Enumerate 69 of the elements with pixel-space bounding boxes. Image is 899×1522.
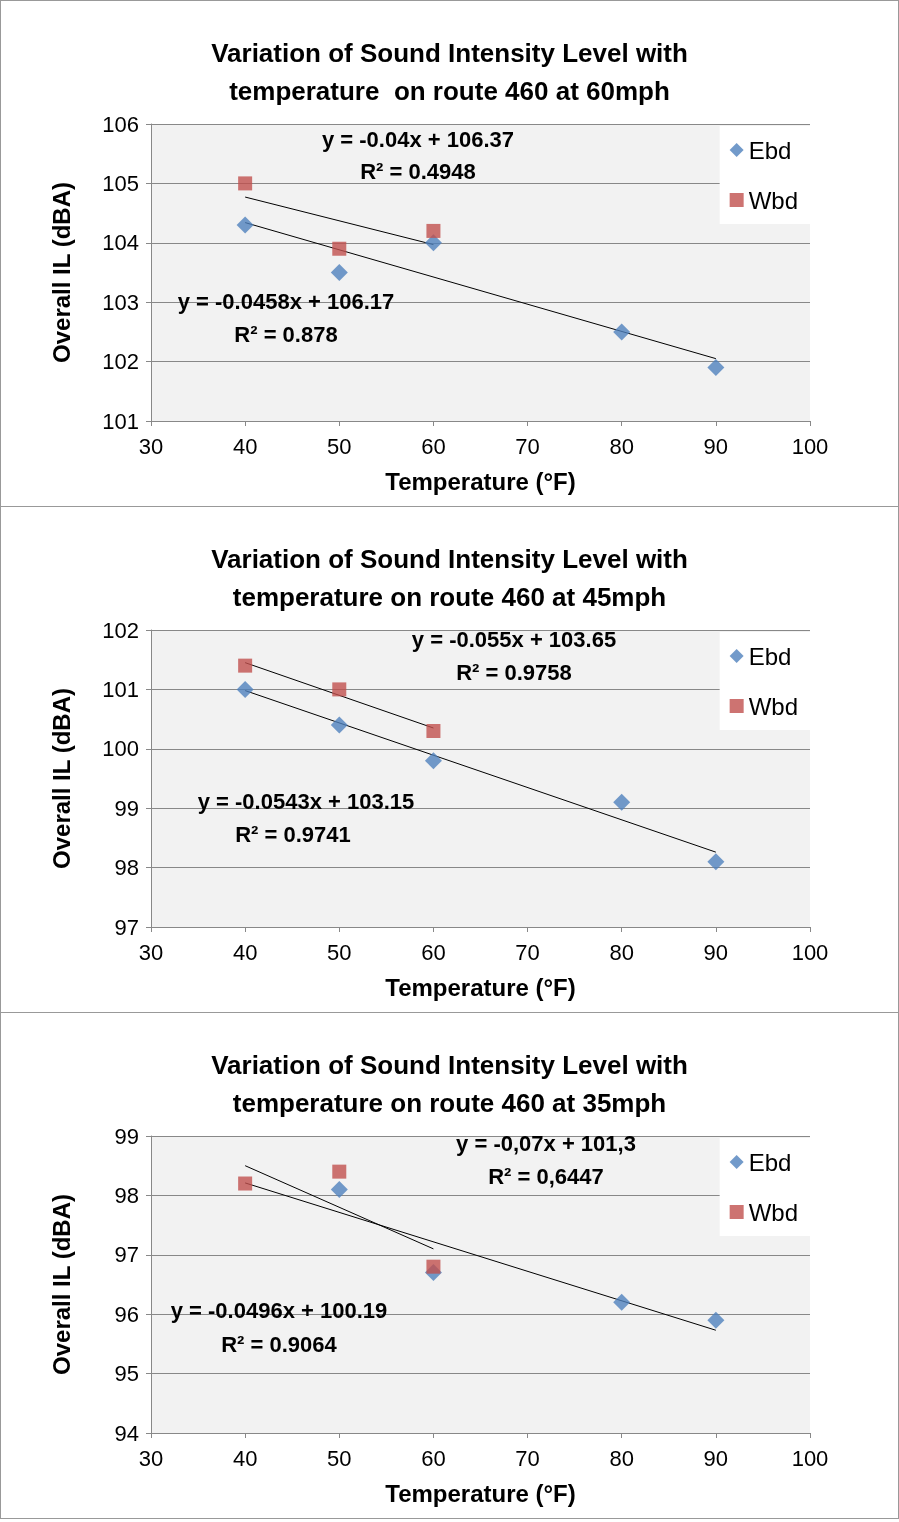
x-tick-label: 50 xyxy=(327,1445,352,1471)
annotation: y = -0.0496x + 100.19 xyxy=(170,1297,388,1323)
x-axis-title: Temperature (°F) xyxy=(385,467,576,495)
x-tick-label: 50 xyxy=(327,939,352,965)
x-tick-label: 90 xyxy=(703,939,729,965)
x-axis-title: Temperature (°F) xyxy=(385,1479,576,1507)
chart-title: Variation of Sound Intensity Level with temperature on route 460 at 45mph xyxy=(211,544,688,612)
y-tick-label: 94 xyxy=(114,1420,139,1446)
y-tick-label: 101 xyxy=(102,408,139,434)
chart-title: Variation of Sound Intensity Level with temperature on route 460 at 60mph xyxy=(211,38,688,106)
y-tick-label: 98 xyxy=(114,1182,139,1208)
y-tick-label: 105 xyxy=(102,170,139,196)
y-tick-label: 98 xyxy=(114,855,139,881)
x-tick-label: 60 xyxy=(421,433,446,459)
x-tick-label: 80 xyxy=(609,939,634,965)
legend-label: Wbd xyxy=(748,186,799,214)
y-tick-label: 96 xyxy=(114,1301,139,1327)
y-tick-label: 102 xyxy=(102,617,139,643)
annotation: R² = 0.878 xyxy=(234,321,338,347)
x-tick-label: 40 xyxy=(232,939,258,965)
x-tick-label: 30 xyxy=(138,939,164,965)
annotation: R² = 0.9758 xyxy=(456,659,572,685)
x-tick-label: 80 xyxy=(609,1445,634,1471)
annotation: y = -0.055x + 103.65 xyxy=(411,626,617,652)
y-tick-label: 99 xyxy=(114,795,139,821)
y-tick-label: 106 xyxy=(102,111,139,137)
x-tick-label: 100 xyxy=(791,433,829,459)
x-tick-label: 90 xyxy=(703,433,729,459)
y-axis-title: Overall IL (dBA) xyxy=(47,182,75,363)
annotation: R² = 0.4948 xyxy=(360,158,476,184)
x-tick-label: 100 xyxy=(791,1445,829,1471)
x-tick-label: 50 xyxy=(327,433,352,459)
annotation: y = -0.0543x + 103.15 xyxy=(197,788,415,814)
annotation: R² = 0.9741 xyxy=(235,821,351,847)
x-axis-title: Temperature (°F) xyxy=(385,973,576,1001)
annotation: R² = 0,6447 xyxy=(488,1163,604,1189)
x-tick-label: 70 xyxy=(515,1445,540,1471)
y-axis-title: Overall IL (dBA) xyxy=(47,688,75,869)
y-tick-label: 100 xyxy=(102,736,139,762)
legend-label: Ebd xyxy=(748,1148,792,1176)
y-tick-label: 102 xyxy=(102,349,139,375)
legend-label: Ebd xyxy=(748,136,792,164)
y-tick-label: 95 xyxy=(114,1361,139,1387)
x-tick-label: 60 xyxy=(421,1445,446,1471)
x-tick-label: 70 xyxy=(515,433,540,459)
x-tick-label: 70 xyxy=(515,939,540,965)
y-tick-label: 103 xyxy=(102,289,139,315)
x-tick-label: 90 xyxy=(703,1445,729,1471)
x-tick-label: 60 xyxy=(421,939,446,965)
x-tick-label: 100 xyxy=(791,939,829,965)
y-tick-label: 97 xyxy=(114,1242,139,1268)
x-tick-label: 80 xyxy=(609,433,634,459)
y-tick-label: 99 xyxy=(114,1123,139,1149)
x-tick-label: 40 xyxy=(232,1445,258,1471)
y-tick-label: 104 xyxy=(102,230,139,256)
y-axis-title: Overall IL (dBA) xyxy=(47,1194,75,1375)
x-tick-label: 40 xyxy=(232,433,258,459)
y-tick-label: 101 xyxy=(102,676,139,702)
x-tick-label: 30 xyxy=(138,433,164,459)
annotation: y = -0.04x + 106.37 xyxy=(321,126,515,152)
legend-label: Wbd xyxy=(748,1198,799,1226)
legend-label: Ebd xyxy=(748,642,792,670)
annotation: R² = 0.9064 xyxy=(221,1331,338,1357)
chart-title: Variation of Sound Intensity Level with temperature on route 460 at 35mph xyxy=(211,1050,688,1118)
annotation: y = -0.0458x + 106.17 xyxy=(177,288,395,314)
annotation: y = -0,07x + 101,3 xyxy=(456,1130,636,1156)
x-tick-label: 30 xyxy=(138,1445,164,1471)
legend-label: Wbd xyxy=(748,692,799,720)
y-tick-label: 97 xyxy=(114,914,139,940)
